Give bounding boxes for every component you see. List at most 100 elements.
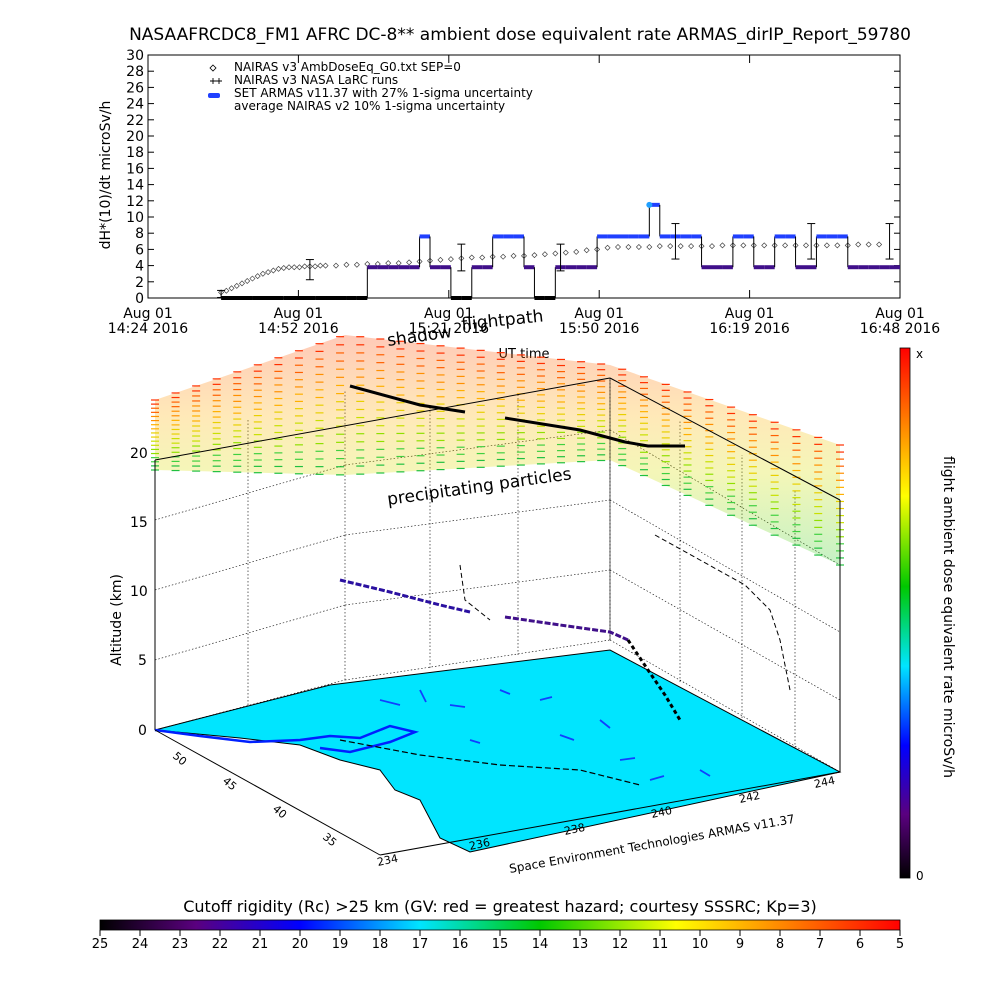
y-tick-label: 26 — [126, 80, 144, 96]
nairas-point — [223, 287, 230, 294]
nairas-point — [823, 242, 830, 249]
nairas-point — [280, 265, 287, 272]
rigidity-tick-label: 25 — [92, 937, 109, 952]
nairas-point — [677, 243, 684, 250]
nairas-point — [296, 264, 303, 271]
x-tick-label-time: 14:24 2016 — [108, 321, 189, 337]
flight-descent — [626, 639, 682, 721]
nairas-point — [364, 260, 371, 267]
nairas-point — [709, 243, 715, 250]
nairas-point — [541, 251, 548, 258]
nairas-point — [865, 241, 872, 248]
y-tick-label: 24 — [126, 97, 144, 113]
rigidity-tick-label: 16 — [452, 937, 469, 952]
nairas-point — [312, 263, 319, 270]
nairas-point — [249, 275, 256, 282]
x-tick-label-date: Aug 01 — [123, 306, 173, 322]
armas-peak-point — [646, 201, 653, 208]
rigidity-tick-label: 17 — [412, 937, 429, 952]
nairas-point — [740, 242, 747, 249]
lon-tick: 236 — [468, 836, 491, 853]
series-nairas-larc — [217, 223, 894, 298]
nairas-point — [244, 277, 251, 284]
rigidity-tick-label: 23 — [172, 937, 189, 952]
lon-tick: 240 — [650, 804, 673, 821]
rigidity-tick-label: 21 — [252, 937, 269, 952]
rigidity-tick-label: 13 — [572, 937, 589, 952]
rigidity-tick-label: 19 — [332, 937, 349, 952]
nairas-point — [270, 267, 277, 274]
y-tick-label: 2 — [135, 275, 144, 291]
dose-colorbar-fill — [899, 347, 911, 879]
x-tick-label-time: 16:19 2016 — [709, 321, 790, 337]
rigidity-colorbar-fill — [99, 919, 901, 931]
lon-ticks: 234 236 238 240 242 244 — [376, 774, 836, 869]
nairas-point — [552, 250, 559, 257]
legend-label-nairas-v2: average NAIRAS v2 10% 1-sigma uncertaint… — [234, 99, 505, 113]
nairas-point — [688, 243, 695, 250]
rigidity-tick-label: 7 — [816, 937, 824, 952]
nairas-point — [275, 265, 282, 272]
dose-colorbar-bottom-label: 0 — [916, 869, 924, 883]
y-tick-label: 12 — [126, 194, 144, 210]
lon-tick: 234 — [376, 852, 399, 869]
altitude-dose-dashes — [151, 336, 844, 566]
altitude-tick: 0 — [138, 723, 147, 739]
timeseries-legend: NAIRAS v3 AmbDoseEq_G0.txt SEP=0 NAIRAS … — [208, 60, 533, 113]
nairas-point — [656, 243, 663, 250]
rigidity-tick-label: 18 — [372, 937, 389, 952]
nairas-point — [834, 242, 841, 249]
nairas-point — [615, 243, 621, 250]
altitude-tick: 15 — [130, 515, 148, 531]
y-tick-label: 14 — [126, 178, 144, 194]
annotation-precipitating-particles: precipitating particles — [386, 464, 573, 510]
nairas-point — [406, 259, 413, 266]
chart-title: NASAAFRCDC8_FM1 AFRC DC-8** ambient dose… — [129, 25, 911, 45]
nairas-point — [233, 282, 240, 289]
y-tick-label: 10 — [126, 210, 144, 226]
legend-blue-marker — [208, 93, 220, 98]
nairas-point — [333, 262, 339, 269]
lat-ticks: 50 45 40 35 — [170, 749, 339, 849]
rigidity-tick-label: 20 — [292, 937, 309, 952]
flight-shadow-right-wall — [654, 534, 791, 691]
nairas-point — [437, 256, 444, 263]
nairas-point — [510, 252, 517, 259]
rigidity-tick-label: 6 — [856, 937, 864, 952]
coastline — [154, 724, 420, 754]
x-tick-label-date: Aug 01 — [424, 306, 474, 322]
x-tick-label-date: Aug 01 — [274, 306, 324, 322]
frame-top-left-edge — [154, 377, 611, 461]
nairas-point — [803, 242, 809, 249]
nairas-point — [562, 249, 569, 256]
nairas-point — [317, 262, 324, 269]
x-tick-label-time: 15:21 2016 — [409, 321, 490, 337]
nairas-point — [625, 243, 632, 250]
rigidity-colorbar: Cutoff rigidity (Rc) >25 km (GV: red = g… — [92, 897, 904, 952]
rigidity-colorbar-ticks: 25 24 23 22 21 20 19 18 17 16 15 14 13 12 11 10 9 8 7 6 5 — [92, 930, 904, 952]
nairas-point — [604, 244, 611, 251]
lon-tick: 238 — [563, 821, 586, 838]
nairas-point — [385, 260, 392, 267]
x-tick-label-date: Aug 01 — [574, 306, 624, 322]
y-tick-label: 28 — [126, 64, 144, 80]
altitude-tick: 5 — [138, 653, 147, 669]
terrain-marks — [379, 689, 711, 781]
rigidity-tick-label: 15 — [492, 937, 509, 952]
nairas-point — [583, 247, 590, 254]
altitude-dose-layer — [155, 335, 840, 565]
y-tick-label: 6 — [135, 242, 144, 258]
rigidity-tick-label: 14 — [532, 937, 549, 952]
flight-path-mid-2 — [504, 615, 629, 642]
legend-plus-marker — [210, 78, 222, 84]
flight-path-upper — [349, 384, 466, 414]
nairas-point — [782, 242, 789, 249]
y-tick-label: 30 — [126, 48, 144, 64]
nairas-point — [479, 254, 486, 261]
y-tick-label: 20 — [126, 129, 144, 145]
dose-colorbar: x 0 flight ambient dose equivalent rate … — [899, 347, 956, 883]
flight-3d-view: 0 5 10 15 20 Altitude (km) 50 45 40 35 2… — [109, 306, 844, 876]
legend-label-larc: NAIRAS v3 NASA LaRC runs — [234, 73, 398, 87]
nairas-point — [855, 241, 862, 248]
